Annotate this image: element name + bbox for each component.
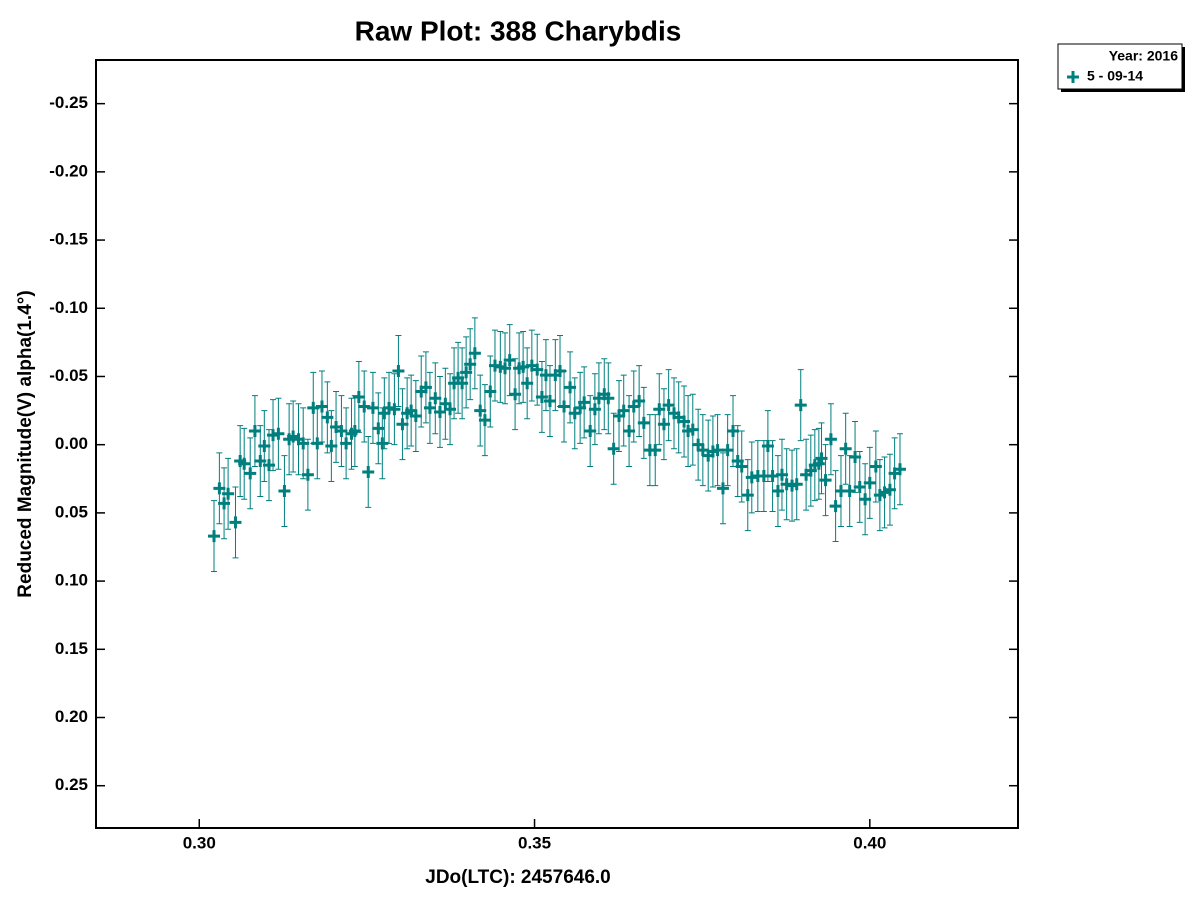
point (558, 400, 571, 413)
point (637, 416, 650, 429)
point (649, 444, 662, 457)
point (272, 427, 285, 440)
point (824, 433, 837, 446)
point (727, 425, 740, 438)
point (839, 442, 852, 455)
point (258, 440, 271, 453)
y-tick-label: -0.05 (49, 366, 88, 385)
point (790, 478, 803, 491)
point (716, 482, 729, 495)
point (423, 401, 436, 414)
point (468, 347, 481, 360)
point (392, 365, 405, 378)
point (222, 487, 235, 500)
point (388, 403, 401, 416)
point (297, 437, 310, 450)
point (315, 400, 328, 413)
point (819, 474, 832, 487)
x-axis-label: JDo(LTC): 2457646.0 (425, 867, 611, 888)
point (278, 485, 291, 498)
y-tick-label: -0.25 (49, 93, 88, 112)
point (623, 425, 636, 438)
point (478, 414, 491, 427)
point (531, 363, 544, 376)
point (721, 444, 734, 457)
y-tick-label: -0.20 (49, 161, 88, 180)
point (499, 362, 512, 375)
point (325, 440, 338, 453)
point (657, 418, 670, 431)
point (340, 437, 353, 450)
point (653, 403, 666, 416)
legend-label: 5 - 09-14 (1087, 68, 1143, 84)
point (735, 460, 748, 473)
point (617, 404, 630, 417)
point (503, 354, 516, 367)
point (429, 392, 442, 405)
point (686, 423, 699, 436)
point (761, 440, 774, 453)
point (863, 476, 876, 489)
point (853, 480, 866, 493)
x-tick-label: 0.35 (518, 833, 551, 852)
point (607, 442, 620, 455)
point (396, 418, 409, 431)
point (366, 401, 379, 414)
point (484, 385, 497, 398)
point (711, 444, 724, 457)
legend-title: Year: 2016 (1109, 48, 1178, 64)
point (409, 410, 422, 423)
chart-title: Raw Plot: 388 Charybdis (355, 15, 682, 46)
point (208, 530, 221, 543)
point (352, 390, 365, 403)
point (829, 500, 842, 513)
y-axis-label: Reduced Magnitude(V) alpha(1.4°) (15, 290, 36, 597)
point (859, 493, 872, 506)
y-tick-label: 0.15 (55, 639, 88, 658)
x-tick-label: 0.40 (853, 833, 886, 852)
point (213, 482, 226, 495)
legend-box (1057, 43, 1183, 90)
point (248, 425, 261, 438)
legend-marker (1067, 71, 1079, 83)
point (301, 468, 314, 481)
point (238, 457, 251, 470)
point (843, 485, 856, 498)
point (521, 377, 534, 390)
x-tick-label: 0.30 (183, 833, 216, 852)
point (362, 465, 375, 478)
y-tick-label: 0.00 (55, 434, 88, 453)
point (543, 395, 556, 408)
point (229, 516, 242, 529)
point (564, 381, 577, 394)
point (311, 437, 324, 450)
point (775, 468, 788, 481)
point (633, 395, 646, 408)
point (584, 425, 597, 438)
point (849, 450, 862, 463)
point (602, 392, 615, 405)
point (794, 399, 807, 412)
y-tick-label: 0.25 (55, 775, 88, 794)
point (244, 467, 257, 480)
y-tick-label: 0.05 (55, 502, 88, 521)
point (662, 399, 675, 412)
y-tick-label: 0.20 (55, 707, 88, 726)
point (464, 358, 477, 371)
point (433, 405, 446, 418)
point (578, 396, 591, 409)
point (893, 463, 906, 476)
point (335, 425, 348, 438)
y-tick-label: 0.10 (55, 571, 88, 590)
y-tick-label: -0.10 (49, 298, 88, 317)
point (474, 404, 487, 417)
y-tick-label: -0.15 (49, 230, 88, 249)
point (883, 483, 896, 496)
